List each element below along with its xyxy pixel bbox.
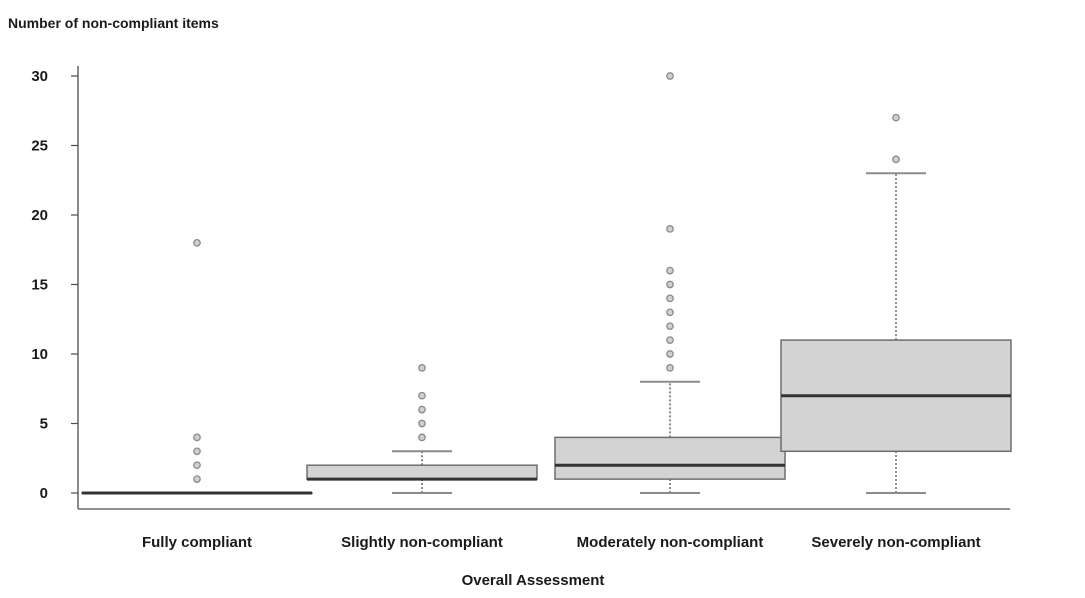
outlier-point — [666, 308, 674, 317]
x-tick-label: Fully compliant — [142, 534, 252, 551]
outlier-point — [666, 322, 674, 331]
outlier-point — [418, 391, 426, 400]
x-tick-label: Slightly non-compliant — [341, 534, 503, 551]
outlier-point — [666, 280, 674, 289]
y-tick-label: 10 — [31, 346, 48, 363]
chart-marks — [81, 72, 1012, 495]
box-group — [81, 238, 313, 495]
x-tick-label: Moderately non-compliant — [577, 534, 764, 551]
y-tick-label: 30 — [31, 68, 48, 85]
y-tick-label: 5 — [40, 416, 48, 433]
x-axis-title: Overall Assessment — [462, 572, 605, 589]
box-group — [780, 113, 1012, 494]
outlier-point — [666, 294, 674, 303]
outlier-point — [418, 419, 426, 428]
y-tick-label: 20 — [31, 207, 48, 224]
outlier-point — [193, 447, 201, 456]
outlier-point — [666, 336, 674, 344]
outlier-point — [193, 433, 201, 442]
box-group — [554, 72, 786, 494]
y-axis-title: Number of non-compliant items — [8, 15, 219, 31]
outlier-point — [666, 364, 674, 372]
outlier-point — [193, 461, 201, 470]
outlier-point — [193, 475, 201, 483]
outlier-point — [418, 405, 426, 414]
outlier-point — [666, 350, 674, 358]
outlier-point — [892, 113, 900, 122]
outlier-point — [418, 433, 426, 442]
outlier-point — [892, 155, 900, 164]
box — [306, 464, 538, 480]
y-tick-label: 25 — [31, 138, 48, 155]
outlier-point — [666, 225, 674, 233]
y-tick-label: 0 — [40, 485, 48, 502]
outlier-point — [193, 238, 201, 247]
outlier-point — [418, 364, 426, 372]
x-tick-label: Severely non-compliant — [811, 534, 980, 551]
y-tick-label: 15 — [31, 277, 48, 294]
axes: 0 5 10 15 20 25 30 Fully compliant Slightly non-… — [31, 66, 1010, 551]
outlier-point — [666, 72, 674, 80]
outlier-point — [666, 266, 674, 275]
box — [554, 436, 786, 480]
box-group — [306, 364, 538, 494]
